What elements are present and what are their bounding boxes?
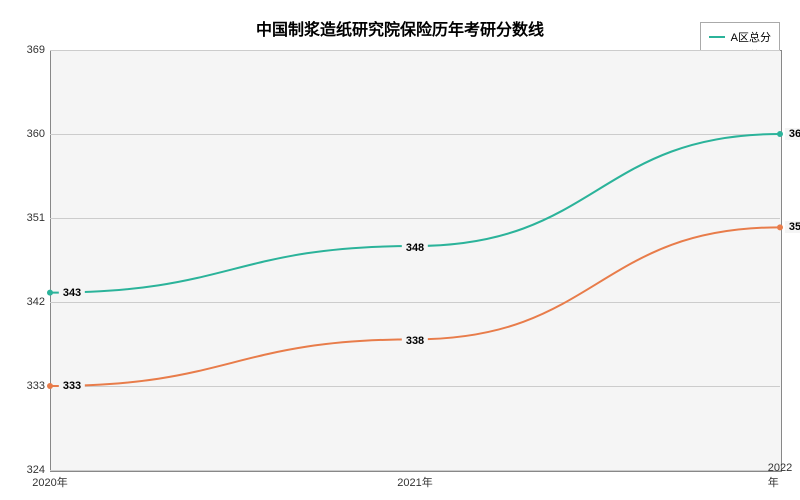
data-label: 343 — [59, 287, 85, 299]
legend-swatch-a — [709, 36, 725, 38]
y-tick-label: 333 — [20, 380, 45, 392]
y-tick-label: 369 — [20, 44, 45, 56]
data-label: 338 — [402, 335, 428, 347]
data-label: 360 — [785, 128, 800, 140]
data-point — [47, 383, 53, 389]
chart-container: 中国制浆造纸研究院保险历年考研分数线 A区总分 B区总分 32433334235… — [0, 0, 800, 500]
data-label: 333 — [59, 380, 85, 392]
data-point — [777, 131, 783, 137]
x-tick-label: 2020年 — [32, 474, 67, 490]
y-tick-label: 351 — [20, 212, 45, 224]
legend-item-a: A区总分 — [709, 29, 771, 45]
legend-label-a: A区总分 — [731, 29, 771, 45]
data-point — [777, 224, 783, 230]
data-label: 350 — [785, 221, 800, 233]
chart-title: 中国制浆造纸研究院保险历年考研分数线 — [256, 16, 544, 40]
data-point — [47, 290, 53, 296]
x-tick-label: 2021年 — [397, 474, 432, 490]
y-tick-label: 342 — [20, 296, 45, 308]
chart-lines — [50, 50, 780, 470]
series-line — [50, 134, 780, 293]
data-label: 348 — [402, 242, 428, 254]
y-tick-label: 360 — [20, 128, 45, 140]
